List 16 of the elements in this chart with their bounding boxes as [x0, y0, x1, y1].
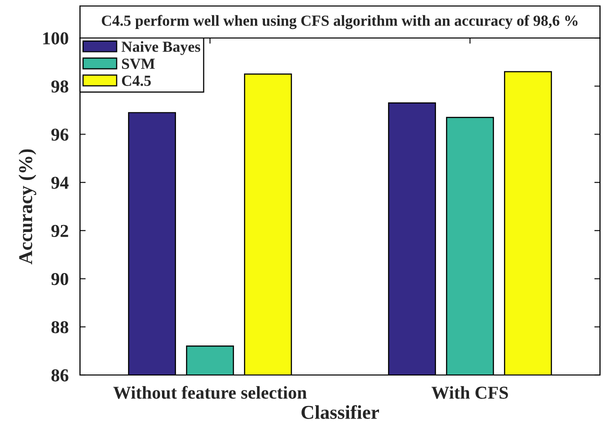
x-tick-label: With CFS — [432, 386, 508, 399]
legend-label: C4.5 — [122, 76, 151, 86]
chart-title: C4.5 perform well when using CFS algorithm with an accuracy of 98,6 % — [102, 14, 578, 30]
y-tick-label: 92 — [51, 224, 68, 238]
y-tick-label: 86 — [51, 369, 68, 382]
y-tick-label: 90 — [51, 272, 68, 286]
y-tick-label: 96 — [51, 128, 68, 141]
x-tick-label: Without feature selection — [113, 386, 307, 399]
legend-label: Naive Bayes — [122, 41, 200, 56]
x-axis-title: Classifier — [302, 405, 379, 419]
legend-label: SVM — [122, 58, 155, 70]
y-tick-label: 100 — [43, 32, 68, 44]
y-axis-title: Accuracy (%) — [18, 149, 36, 264]
y-tick-label: 94 — [51, 176, 69, 189]
y-tick-label: 88 — [51, 321, 68, 334]
y-tick-label: 98 — [51, 80, 68, 93]
